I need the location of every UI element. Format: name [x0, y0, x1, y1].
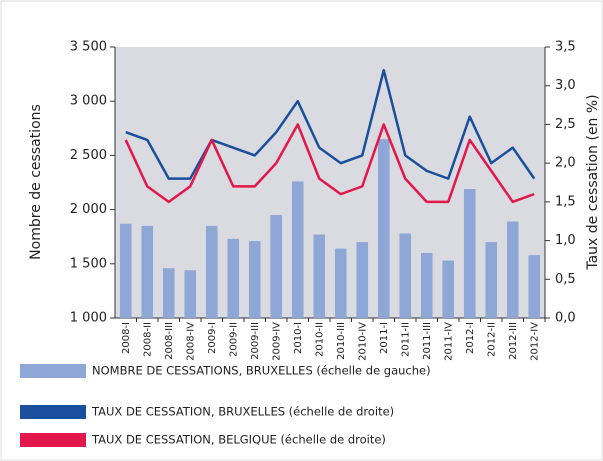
legend-label: TAUX DE CESSATION, BELGIQUE (échelle de …: [91, 433, 386, 447]
bar: [227, 238, 240, 318]
bar: [506, 221, 519, 318]
bar: [334, 248, 347, 318]
y2-tick-label: 1,0: [555, 233, 576, 248]
bar: [442, 260, 455, 318]
bar: [270, 215, 283, 318]
bar: [528, 255, 541, 318]
x-tick-label: 2008-I: [121, 322, 132, 354]
bar: [141, 225, 154, 318]
x-tick-label: 2009-IV: [271, 322, 282, 361]
bar: [119, 223, 132, 318]
line: [124, 123, 535, 204]
bar: [291, 181, 304, 318]
bar: [399, 233, 412, 318]
y2-tick-label: 0,5: [555, 272, 576, 287]
y-axis-label: Nombre de cessations: [28, 104, 44, 260]
y-tick-label: 1 500: [70, 256, 107, 271]
bar: [162, 268, 175, 318]
y2-tick-label: 2,5: [555, 117, 576, 132]
y2-tick-label: 0,0: [555, 311, 576, 326]
bar: [184, 270, 197, 318]
x-tick-label: 2010-II: [314, 322, 325, 357]
y-tick-label: 3 500: [70, 40, 107, 55]
bar: [205, 225, 218, 318]
x-tick-label: 2012-IV: [529, 322, 540, 361]
bar: [485, 242, 498, 318]
y-tick-label: 1 000: [70, 311, 107, 326]
y2-tick-label: 3,0: [555, 78, 576, 93]
x-tick-label: 2010-I: [293, 322, 304, 354]
legend-swatch: [20, 433, 86, 447]
bar: [463, 189, 476, 318]
y2-axis-label: Taux de cessation (en %): [585, 94, 601, 270]
legend-label: NOMBRE DE CESSATIONS, BRUXELLES (échelle…: [92, 364, 431, 378]
y-tick-label: 2 000: [70, 202, 107, 217]
x-tick-label: 2011-III: [422, 322, 433, 360]
plot-area: [115, 47, 545, 318]
bar: [420, 252, 433, 318]
x-tick-label: 2011-IV: [443, 322, 454, 361]
legend-swatch: [20, 405, 86, 419]
y-tick-label: 2 500: [70, 148, 107, 163]
x-tick-label: 2011-I: [379, 322, 390, 354]
bar: [313, 234, 326, 318]
y2-tick-label: 2,0: [555, 156, 576, 171]
legend-swatch: [20, 364, 86, 378]
x-tick-label: 2009-III: [250, 322, 261, 360]
x-tick-label: 2011-II: [400, 322, 411, 357]
bar: [356, 242, 369, 318]
x-tick-label: 2008-III: [164, 322, 175, 360]
y2-tick-label: 1,5: [555, 194, 576, 209]
legend-label: TAUX DE CESSATION, BRUXELLES (échelle de…: [91, 405, 394, 419]
x-tick-label: 2009-II: [228, 322, 239, 357]
x-tick-label: 2010-III: [336, 322, 347, 360]
x-tick-label: 2009-I: [207, 322, 218, 354]
y2-tick-label: 3,5: [555, 40, 576, 55]
x-tick-label: 2012-II: [486, 322, 497, 357]
bar: [248, 241, 261, 318]
x-tick-label: 2010-IV: [357, 322, 368, 361]
y-tick-label: 3 000: [70, 94, 107, 109]
x-tick-label: 2012-III: [508, 322, 519, 360]
x-tick-label: 2012-I: [465, 322, 476, 354]
bar: [377, 139, 390, 318]
x-tick-label: 2008-II: [142, 322, 153, 357]
line: [125, 68, 536, 180]
x-tick-label: 2008-IV: [185, 322, 196, 361]
